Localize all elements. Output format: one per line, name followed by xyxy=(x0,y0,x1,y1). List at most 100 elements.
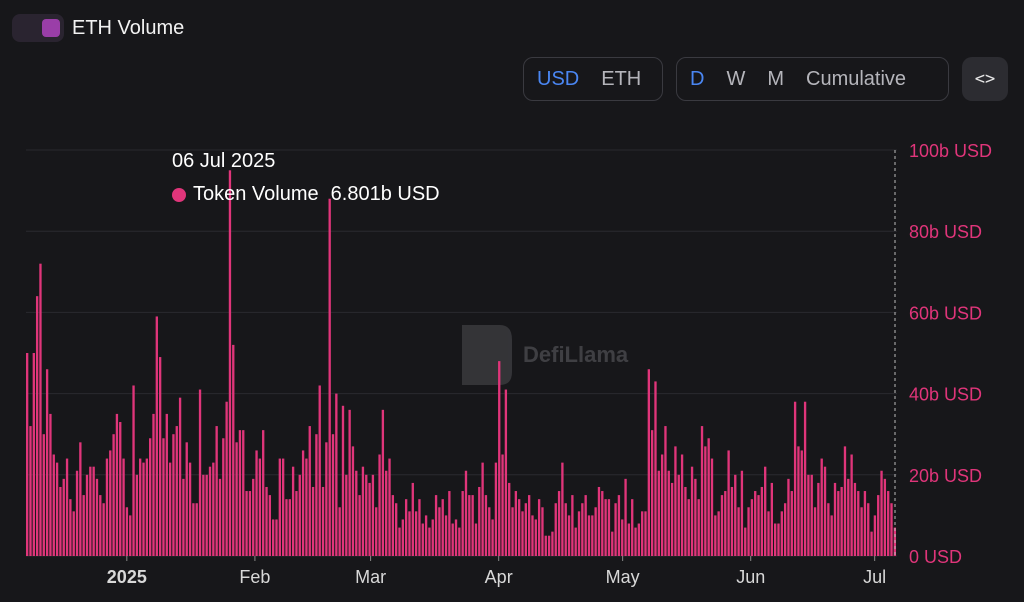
bar[interactable] xyxy=(710,458,714,556)
bar[interactable] xyxy=(843,446,847,556)
bar[interactable] xyxy=(524,503,527,556)
bar[interactable] xyxy=(531,515,534,556)
bar[interactable] xyxy=(408,511,411,556)
bar[interactable] xyxy=(365,474,368,556)
bar[interactable] xyxy=(358,495,361,556)
bar[interactable] xyxy=(165,413,168,556)
bar[interactable] xyxy=(481,462,484,556)
bar[interactable] xyxy=(511,507,514,556)
bar[interactable] xyxy=(604,499,607,556)
bar[interactable] xyxy=(132,385,135,556)
bar[interactable] xyxy=(504,389,508,556)
bar[interactable] xyxy=(238,430,242,556)
bar[interactable] xyxy=(554,503,557,556)
bar[interactable] xyxy=(737,507,740,556)
bar[interactable] xyxy=(760,486,764,556)
bar[interactable] xyxy=(833,482,837,556)
bar[interactable] xyxy=(471,495,474,556)
bar[interactable] xyxy=(388,458,391,556)
bar[interactable] xyxy=(72,511,75,556)
bar[interactable] xyxy=(62,478,65,556)
bar[interactable] xyxy=(670,482,674,556)
bar[interactable] xyxy=(85,474,89,556)
bar[interactable] xyxy=(541,507,544,556)
bar[interactable] xyxy=(262,430,265,556)
bar[interactable] xyxy=(178,397,182,556)
bar[interactable] xyxy=(621,519,624,556)
bar[interactable] xyxy=(275,519,278,556)
bar[interactable] xyxy=(89,466,92,556)
period-daily-button[interactable]: D xyxy=(690,67,705,90)
bar[interactable] xyxy=(438,507,441,556)
bar[interactable] xyxy=(601,491,604,556)
bar[interactable] xyxy=(521,511,524,556)
bar[interactable] xyxy=(777,523,780,556)
bar[interactable] xyxy=(175,426,178,556)
bar[interactable] xyxy=(717,511,720,556)
bar[interactable] xyxy=(99,495,102,556)
bar[interactable] xyxy=(188,462,192,556)
bar[interactable] xyxy=(375,507,378,556)
bar[interactable] xyxy=(385,470,388,556)
bar[interactable] xyxy=(328,198,331,556)
bar[interactable] xyxy=(561,462,564,556)
bar[interactable] xyxy=(431,519,434,556)
bar[interactable] xyxy=(461,491,464,556)
bar[interactable] xyxy=(205,474,208,556)
bar[interactable] xyxy=(647,369,650,556)
bar[interactable] xyxy=(654,381,657,556)
bar[interactable] xyxy=(411,482,414,556)
bar[interactable] xyxy=(338,507,341,556)
bar[interactable] xyxy=(890,503,893,556)
period-monthly-button[interactable]: M xyxy=(767,67,785,90)
bar[interactable] xyxy=(258,458,262,556)
bar[interactable] xyxy=(883,478,887,556)
bar[interactable] xyxy=(381,409,385,556)
bar[interactable] xyxy=(52,454,55,557)
bar[interactable] xyxy=(734,474,737,556)
bar[interactable] xyxy=(820,458,823,556)
bar[interactable] xyxy=(527,495,531,556)
bar[interactable] xyxy=(195,503,198,556)
bar[interactable] xyxy=(800,450,803,556)
bar[interactable] xyxy=(172,434,175,556)
bar[interactable] xyxy=(345,474,348,556)
bar[interactable] xyxy=(607,499,611,556)
bar[interactable] xyxy=(860,507,863,556)
bar[interactable] xyxy=(315,434,318,556)
bar[interactable] xyxy=(272,519,275,556)
bar[interactable] xyxy=(790,491,793,556)
bar[interactable] xyxy=(252,478,255,556)
bar[interactable] xyxy=(644,511,647,556)
bar[interactable] xyxy=(567,515,571,556)
bar[interactable] xyxy=(145,458,149,556)
bar[interactable] xyxy=(325,442,328,556)
bar[interactable] xyxy=(331,434,335,556)
bar[interactable] xyxy=(444,515,448,556)
bar[interactable] xyxy=(664,426,667,556)
bar[interactable] xyxy=(202,474,205,556)
bar[interactable] xyxy=(301,450,305,556)
bar[interactable] xyxy=(122,458,125,556)
bar[interactable] xyxy=(185,442,188,556)
bar[interactable] xyxy=(404,499,408,556)
bar[interactable] xyxy=(142,462,145,556)
bar[interactable] xyxy=(29,426,32,556)
bar[interactable] xyxy=(724,491,727,556)
bar[interactable] xyxy=(877,495,880,556)
bar[interactable] xyxy=(783,503,787,556)
bar[interactable] xyxy=(149,438,152,556)
bar[interactable] xyxy=(59,486,62,556)
bar[interactable] xyxy=(584,495,587,556)
bar[interactable] xyxy=(458,527,461,556)
bar[interactable] xyxy=(767,511,770,556)
bar[interactable] xyxy=(754,491,757,556)
bar[interactable] xyxy=(867,503,870,556)
bar[interactable] xyxy=(827,503,830,556)
bar[interactable] xyxy=(534,519,537,556)
bar[interactable] xyxy=(873,515,877,556)
bar[interactable] xyxy=(478,486,481,556)
bar[interactable] xyxy=(518,499,521,556)
bar[interactable] xyxy=(192,503,195,556)
bar[interactable] xyxy=(744,527,747,556)
